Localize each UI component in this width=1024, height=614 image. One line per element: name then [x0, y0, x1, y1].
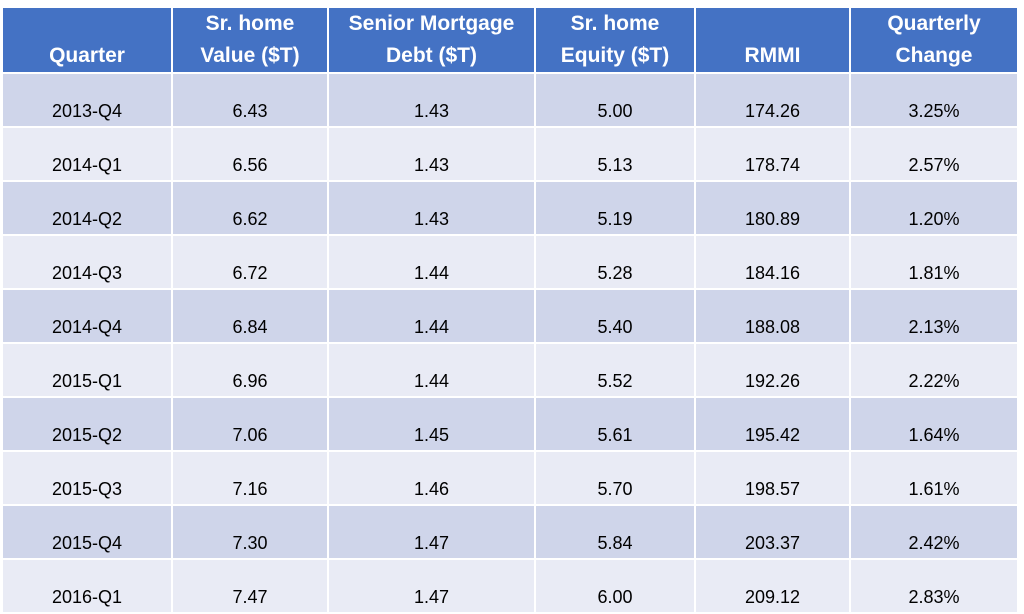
cell-quarter: 2014-Q4 — [3, 290, 171, 342]
cell-home-value: 6.62 — [173, 182, 327, 234]
cell-quarterly-change: 1.81% — [851, 236, 1017, 288]
cell-rmmi: 198.57 — [696, 452, 849, 504]
cell-quarterly-change: 2.57% — [851, 128, 1017, 180]
header-mortgage-debt-line-1: Senior Mortgage — [348, 12, 515, 35]
header-row: Quarter Sr. home Value ($T) Senior Mortg… — [3, 8, 1017, 72]
cell-quarterly-change: 2.13% — [851, 290, 1017, 342]
header-home-value: Sr. home Value ($T) — [173, 8, 327, 72]
header-home-value-line-1: Sr. home — [205, 12, 295, 35]
cell-quarter: 2015-Q3 — [3, 452, 171, 504]
cell-home-equity: 5.52 — [536, 344, 694, 396]
cell-home-equity: 6.00 — [536, 560, 694, 612]
table-row: 2013-Q4 6.43 1.43 5.00 174.26 3.25% — [3, 74, 1017, 126]
cell-quarter: 2014-Q1 — [3, 128, 171, 180]
header-mortgage-debt-line-2: Debt ($T) — [386, 44, 477, 67]
cell-rmmi: 203.37 — [696, 506, 849, 558]
cell-home-value: 7.16 — [173, 452, 327, 504]
cell-quarter: 2014-Q2 — [3, 182, 171, 234]
table-row: 2014-Q2 6.62 1.43 5.19 180.89 1.20% — [3, 182, 1017, 234]
table-row: 2015-Q2 7.06 1.45 5.61 195.42 1.64% — [3, 398, 1017, 450]
cell-home-value: 7.06 — [173, 398, 327, 450]
cell-quarterly-change: 2.42% — [851, 506, 1017, 558]
cell-home-equity: 5.13 — [536, 128, 694, 180]
cell-home-value: 6.84 — [173, 290, 327, 342]
cell-mortgage-debt: 1.43 — [329, 128, 534, 180]
header-home-equity-line-2: Equity ($T) — [560, 44, 670, 67]
cell-mortgage-debt: 1.47 — [329, 506, 534, 558]
header-quarterly-change-line-2: Change — [895, 44, 973, 67]
table-row: 2015-Q1 6.96 1.44 5.52 192.26 2.22% — [3, 344, 1017, 396]
cell-home-equity: 5.00 — [536, 74, 694, 126]
cell-home-equity: 5.61 — [536, 398, 694, 450]
table-row: 2014-Q1 6.56 1.43 5.13 178.74 2.57% — [3, 128, 1017, 180]
cell-rmmi: 195.42 — [696, 398, 849, 450]
cell-mortgage-debt: 1.43 — [329, 182, 534, 234]
cell-rmmi: 188.08 — [696, 290, 849, 342]
table-row: 2014-Q3 6.72 1.44 5.28 184.16 1.81% — [3, 236, 1017, 288]
cell-mortgage-debt: 1.44 — [329, 236, 534, 288]
cell-quarterly-change: 2.22% — [851, 344, 1017, 396]
cell-quarter: 2015-Q2 — [3, 398, 171, 450]
table-row: 2015-Q3 7.16 1.46 5.70 198.57 1.61% — [3, 452, 1017, 504]
cell-home-equity: 5.70 — [536, 452, 694, 504]
table-row: 2014-Q4 6.84 1.44 5.40 188.08 2.13% — [3, 290, 1017, 342]
cell-rmmi: 192.26 — [696, 344, 849, 396]
cell-mortgage-debt: 1.43 — [329, 74, 534, 126]
cell-quarter: 2015-Q1 — [3, 344, 171, 396]
cell-quarterly-change: 3.25% — [851, 74, 1017, 126]
cell-rmmi: 180.89 — [696, 182, 849, 234]
cell-home-equity: 5.19 — [536, 182, 694, 234]
header-mortgage-debt: Senior Mortgage Debt ($T) — [329, 8, 534, 72]
data-table: Quarter Sr. home Value ($T) Senior Mortg… — [1, 6, 1019, 614]
header-rmmi: RMMI — [696, 8, 849, 72]
table-row: 2015-Q4 7.30 1.47 5.84 203.37 2.42% — [3, 506, 1017, 558]
header-rmmi-line: RMMI — [744, 44, 801, 67]
cell-home-value: 6.43 — [173, 74, 327, 126]
cell-mortgage-debt: 1.46 — [329, 452, 534, 504]
cell-rmmi: 209.12 — [696, 560, 849, 612]
cell-home-equity: 5.28 — [536, 236, 694, 288]
table-row: 2016-Q1 7.47 1.47 6.00 209.12 2.83% — [3, 560, 1017, 612]
cell-mortgage-debt: 1.44 — [329, 290, 534, 342]
cell-mortgage-debt: 1.45 — [329, 398, 534, 450]
cell-home-equity: 5.40 — [536, 290, 694, 342]
cell-home-value: 6.72 — [173, 236, 327, 288]
cell-quarter: 2015-Q4 — [3, 506, 171, 558]
cell-rmmi: 178.74 — [696, 128, 849, 180]
cell-quarterly-change: 1.64% — [851, 398, 1017, 450]
header-quarter-line: Quarter — [49, 44, 125, 67]
cell-home-value: 6.56 — [173, 128, 327, 180]
cell-quarterly-change: 1.20% — [851, 182, 1017, 234]
cell-home-value: 7.30 — [173, 506, 327, 558]
cell-rmmi: 174.26 — [696, 74, 849, 126]
table-container: Quarter Sr. home Value ($T) Senior Mortg… — [1, 6, 1019, 614]
cell-quarter: 2013-Q4 — [3, 74, 171, 126]
cell-home-value: 6.96 — [173, 344, 327, 396]
cell-rmmi: 184.16 — [696, 236, 849, 288]
header-quarterly-change: Quarterly Change — [851, 8, 1017, 72]
cell-quarter: 2014-Q3 — [3, 236, 171, 288]
header-home-equity: Sr. home Equity ($T) — [536, 8, 694, 72]
cell-home-value: 7.47 — [173, 560, 327, 612]
cell-quarterly-change: 1.61% — [851, 452, 1017, 504]
header-home-equity-line-1: Sr. home — [570, 12, 660, 35]
cell-mortgage-debt: 1.47 — [329, 560, 534, 612]
header-quarter: Quarter — [3, 8, 171, 72]
cell-home-equity: 5.84 — [536, 506, 694, 558]
cell-mortgage-debt: 1.44 — [329, 344, 534, 396]
cell-quarter: 2016-Q1 — [3, 560, 171, 612]
cell-quarterly-change: 2.83% — [851, 560, 1017, 612]
header-quarterly-change-line-1: Quarterly — [887, 12, 981, 35]
header-home-value-line-2: Value ($T) — [200, 44, 300, 67]
